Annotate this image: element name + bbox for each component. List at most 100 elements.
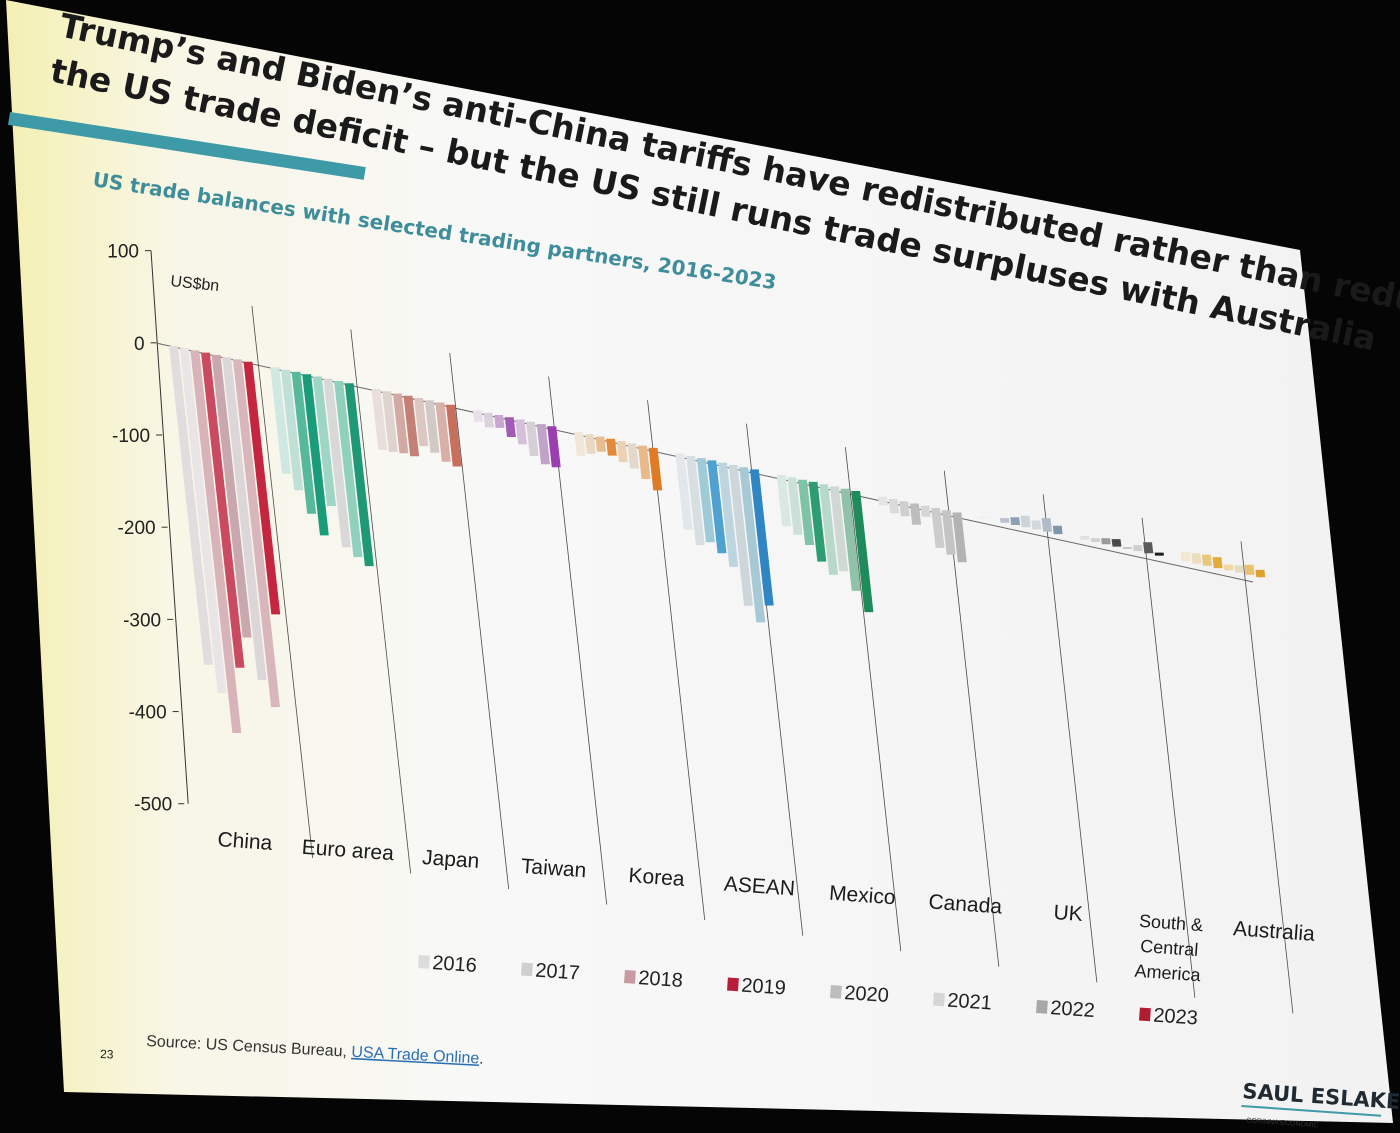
y-tick-label: -100 [112, 426, 150, 447]
category-label-line: Korea [628, 864, 686, 891]
bar [878, 496, 888, 506]
category-label-line: China [217, 828, 274, 855]
bar [302, 374, 329, 536]
bar [547, 426, 561, 468]
bar [798, 479, 815, 545]
bar [1031, 520, 1042, 530]
legend-swatch [727, 977, 739, 992]
bar [190, 350, 242, 733]
bar [648, 447, 663, 491]
bar [169, 345, 213, 665]
legend-swatch [521, 962, 533, 977]
y-axis-unit-label: US$bn [170, 273, 220, 295]
legend-swatch [933, 992, 945, 1007]
bar [787, 477, 803, 535]
accent-bar [8, 112, 366, 180]
bar [312, 376, 336, 506]
legend-label: 2023 [1153, 1005, 1199, 1030]
bar [1154, 552, 1164, 556]
bar [344, 383, 374, 567]
bar [201, 352, 245, 668]
legend-swatch [1139, 1007, 1151, 1022]
category-label-line: Taiwan [520, 855, 587, 883]
bar [291, 371, 317, 514]
category-label: Japan [421, 846, 480, 873]
bar [281, 369, 304, 491]
y-tick-label: -400 [129, 703, 167, 724]
bar [627, 443, 639, 469]
bar [718, 462, 739, 567]
bar [707, 460, 727, 554]
bar [888, 498, 900, 514]
bar [595, 436, 606, 452]
source-suffix: . [479, 1050, 484, 1067]
legend-swatch [830, 985, 842, 999]
page-number: 23 [100, 1047, 114, 1062]
y-tick-label: 0 [134, 334, 145, 355]
category-separator [1240, 541, 1294, 1014]
y-tick-label: -500 [134, 795, 172, 816]
bar [1101, 538, 1111, 545]
bar [494, 415, 505, 428]
bar [1223, 564, 1234, 571]
bar [211, 354, 252, 638]
bar [1052, 525, 1063, 535]
source-link[interactable]: USA Trade Online [351, 1044, 480, 1068]
bar [851, 491, 874, 613]
bar [776, 475, 792, 527]
bar [222, 357, 267, 681]
bar [1000, 518, 1010, 523]
bar [371, 389, 388, 450]
legend-label: 2016 [432, 952, 478, 977]
category-separator [1141, 517, 1196, 998]
y-tick-label: -200 [118, 518, 156, 539]
category-separator [449, 352, 510, 890]
accent-bar-group [8, 112, 366, 180]
bar [1111, 539, 1122, 547]
bar [515, 419, 527, 445]
bar [616, 441, 628, 463]
bar [1020, 515, 1031, 528]
bar [638, 445, 651, 479]
bar [323, 378, 351, 548]
bar [504, 417, 516, 437]
bar [931, 508, 945, 548]
bar [483, 412, 494, 428]
category-label-line: Australia [1232, 917, 1315, 946]
bar [334, 381, 363, 558]
category-label-line: UK [1053, 901, 1084, 926]
bar [829, 486, 849, 572]
bar [536, 424, 550, 465]
bar [1133, 545, 1143, 552]
category-label-line: Mexico [828, 882, 896, 910]
category-label: Canada [928, 890, 1003, 918]
bar [728, 464, 753, 606]
bar [941, 510, 956, 555]
category-label: Korea [628, 864, 686, 891]
bar [1180, 551, 1191, 562]
bar [179, 348, 227, 694]
bar [1191, 553, 1202, 564]
legend-swatch [418, 955, 430, 969]
bar [574, 432, 586, 456]
category-label: China [217, 828, 274, 855]
category-label: South &CentralAmerica [1134, 911, 1206, 986]
bar [382, 391, 398, 452]
category-separator [844, 447, 902, 952]
bar [739, 467, 766, 623]
category-label: Australia [1232, 917, 1315, 946]
bar [606, 438, 617, 456]
category-label: Taiwan [520, 855, 587, 883]
bar [920, 505, 931, 517]
legend-label: 2022 [1050, 997, 1096, 1022]
bar [1090, 538, 1101, 542]
bar [819, 484, 839, 575]
bar [1041, 518, 1052, 532]
category-label-line: Central [1140, 936, 1199, 960]
bar [808, 481, 827, 562]
bar [952, 512, 967, 563]
category-separator [350, 329, 412, 874]
category-label: Mexico [828, 882, 896, 910]
legend-swatch [624, 970, 636, 984]
